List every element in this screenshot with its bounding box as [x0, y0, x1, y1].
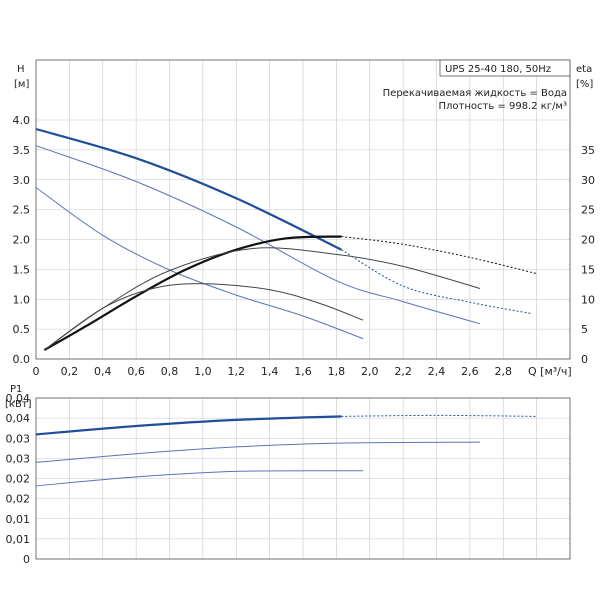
eta-label-symbol: eta [576, 64, 592, 75]
x-axis-unit-label: Q [м³/ч] [528, 365, 572, 378]
power-curve-3 [35, 470, 364, 487]
top-ylabel-symbol: H [17, 64, 25, 75]
bottom-y-tick-label: 0,04 [6, 412, 31, 425]
top-y-tick-label: 0.5 [13, 323, 31, 336]
bottom-y-tick-label: 0 [23, 553, 30, 566]
head-curve-2 [35, 145, 481, 325]
x-tick-label: 1,0 [194, 365, 212, 378]
eta-tick-label: 30 [581, 174, 595, 187]
x-tick-label: 0,4 [94, 365, 112, 378]
top-y-tick-label: 1.5 [13, 263, 31, 276]
x-tick-label: 1,8 [328, 365, 346, 378]
x-tick-label: 0 [33, 365, 40, 378]
power-curve-2 [35, 441, 480, 463]
eta-curve-1-extension [341, 236, 537, 275]
eta-tick-label: 5 [581, 323, 588, 336]
top-plot-frame [35, 59, 571, 360]
x-tick-label: 2,0 [361, 365, 379, 378]
eta-curve-2 [44, 247, 481, 351]
eta-tick-label: 35 [581, 144, 595, 157]
fluid-info: Перекачиваемая жидкость = Вода [383, 88, 567, 99]
top-ylabel-unit: [м] [14, 79, 29, 90]
x-tick-label: 2,6 [461, 365, 479, 378]
top-y-tick-label: 2.0 [13, 234, 31, 247]
x-tick-label: 0,2 [61, 365, 79, 378]
bottom-y-tick-label: 0,02 [6, 473, 31, 486]
x-tick-label: 1,4 [261, 365, 279, 378]
bottom-ylabel-symbol: P1 [10, 384, 22, 395]
head-curve-3 [35, 187, 364, 340]
bottom-y-tick-label: 0,02 [6, 493, 31, 506]
power-curve-1-extension [341, 414, 537, 417]
bottom-y-tick-label: 0,03 [6, 432, 31, 445]
x-tick-label: 0,6 [127, 365, 145, 378]
bottom-plot-frame [35, 397, 571, 560]
eta-tick-label: 15 [581, 263, 595, 276]
eta-tick-label: 0 [581, 353, 588, 366]
eta-tick-label: 20 [581, 234, 595, 247]
x-tick-label: 1,2 [228, 365, 246, 378]
x-tick-label: 2,4 [428, 365, 446, 378]
title-box [439, 59, 571, 77]
density-info: Плотность = 998.2 кг/м³ [439, 101, 568, 112]
bottom-y-tick-label: 0,04 [6, 392, 31, 405]
bottom-y-tick-label: 0,01 [6, 533, 31, 546]
eta-tick-label: 25 [581, 204, 595, 217]
head-curve-1 [35, 127, 342, 251]
bottom-y-tick-label: 0,01 [6, 513, 31, 526]
top-y-tick-label: 0.0 [13, 353, 31, 366]
x-tick-label: 0,8 [161, 365, 179, 378]
eta-curve-1 [43, 235, 342, 351]
power-curve-1 [35, 415, 342, 436]
eta-label-unit: [%] [576, 79, 593, 90]
x-tick-label: 1,6 [294, 365, 312, 378]
top-y-tick-label: 2.5 [13, 204, 31, 217]
top-y-tick-label: 3.5 [13, 144, 31, 157]
eta-curve-3 [44, 283, 364, 351]
x-tick-label: 2,8 [495, 365, 513, 378]
bottom-ylabel-unit: [кВт] [5, 399, 32, 410]
x-tick-label: 2,2 [394, 365, 412, 378]
head-curve-1-extension [341, 249, 532, 315]
eta-tick-label: 10 [581, 293, 595, 306]
bottom-y-tick-label: 0,03 [6, 452, 31, 465]
top-y-tick-label: 1.0 [13, 293, 31, 306]
chart-title: UPS 25-40 180, 50Hz [445, 64, 551, 75]
top-y-tick-label: 4.0 [13, 114, 31, 127]
top-y-tick-label: 3.0 [13, 174, 31, 187]
